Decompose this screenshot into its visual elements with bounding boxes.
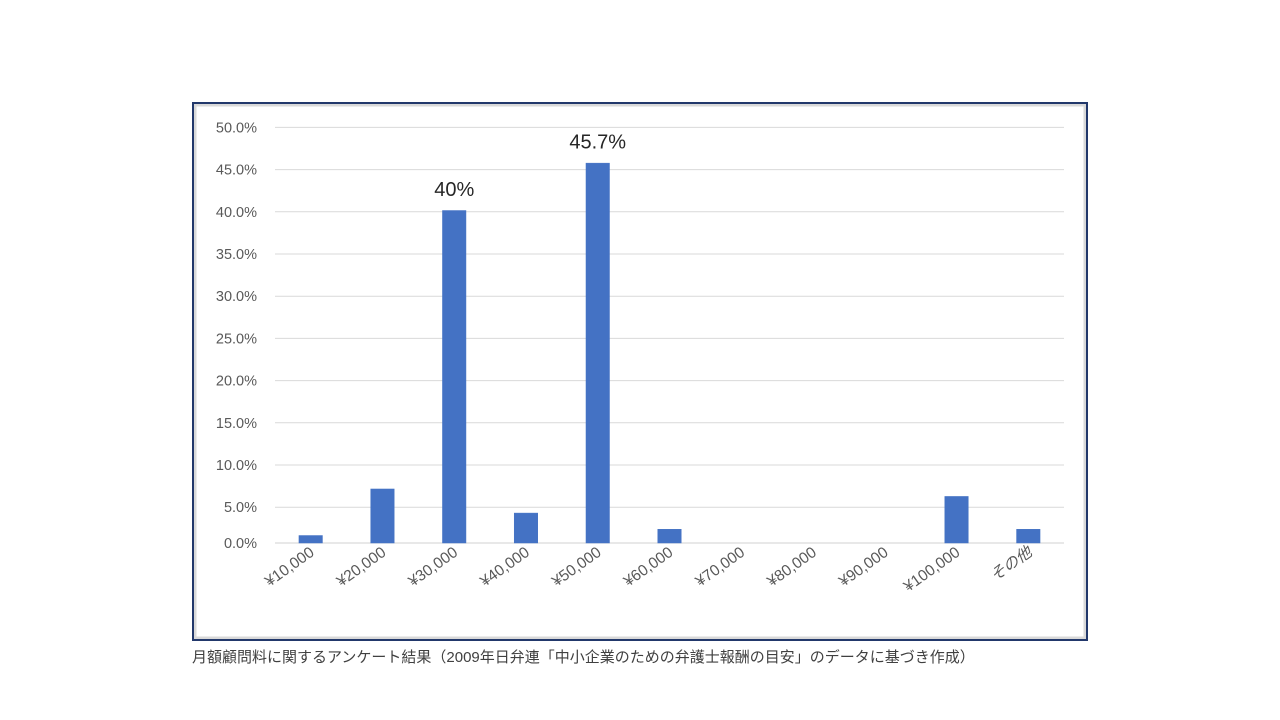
- svg-text:¥80,000: ¥80,000: [764, 544, 821, 591]
- svg-text:¥90,000: ¥90,000: [835, 544, 892, 591]
- svg-text:¥20,000: ¥20,000: [333, 544, 390, 591]
- svg-text:15.0%: 15.0%: [216, 416, 257, 432]
- svg-text:50.0%: 50.0%: [216, 120, 257, 136]
- svg-text:¥70,000: ¥70,000: [692, 544, 749, 591]
- svg-text:40%: 40%: [434, 179, 474, 201]
- svg-text:45.7%: 45.7%: [569, 132, 626, 154]
- svg-text:20.0%: 20.0%: [216, 374, 257, 390]
- svg-text:¥100,000: ¥100,000: [900, 544, 964, 596]
- svg-text:10.0%: 10.0%: [216, 458, 257, 474]
- svg-text:5.0%: 5.0%: [224, 500, 257, 516]
- svg-text:その他: その他: [987, 543, 1036, 585]
- svg-text:¥30,000: ¥30,000: [405, 544, 462, 591]
- svg-text:25.0%: 25.0%: [216, 331, 257, 347]
- svg-text:¥60,000: ¥60,000: [620, 544, 677, 591]
- svg-text:35.0%: 35.0%: [216, 247, 257, 263]
- svg-text:0.0%: 0.0%: [224, 536, 257, 552]
- svg-text:45.0%: 45.0%: [216, 163, 257, 179]
- svg-text:¥50,000: ¥50,000: [548, 544, 605, 591]
- svg-text:¥40,000: ¥40,000: [477, 544, 534, 591]
- svg-text:¥10,000: ¥10,000: [261, 544, 318, 591]
- svg-text:40.0%: 40.0%: [216, 205, 257, 221]
- svg-text:30.0%: 30.0%: [216, 289, 257, 305]
